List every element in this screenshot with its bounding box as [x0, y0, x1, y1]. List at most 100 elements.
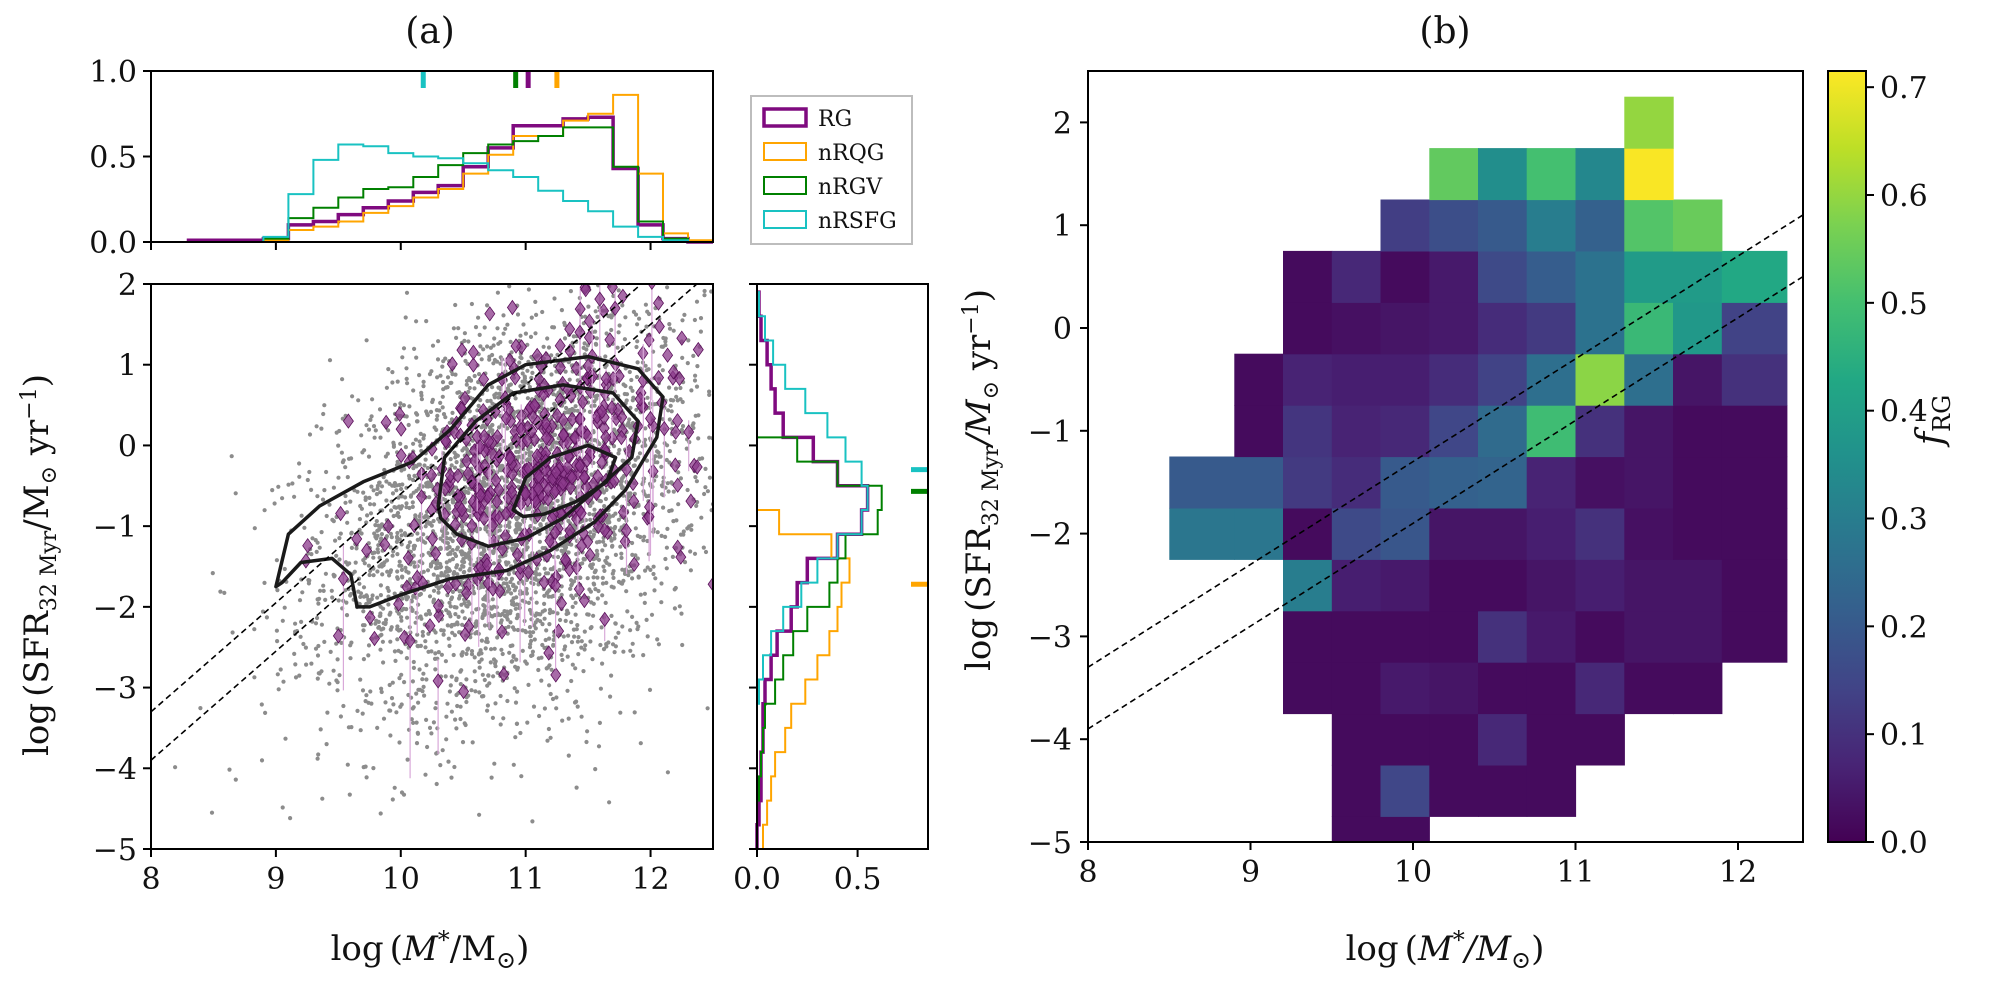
background-point: [452, 570, 457, 575]
background-point: [404, 656, 409, 661]
b-xtick-label: 8: [1078, 855, 1097, 890]
background-point: [392, 785, 397, 790]
background-point: [408, 494, 413, 499]
background-point: [361, 585, 367, 590]
background-point: [405, 757, 410, 762]
background-point: [605, 555, 610, 560]
heatmap-cell: [1331, 662, 1382, 715]
background-point: [447, 491, 452, 496]
background-point: [589, 625, 594, 630]
heatmap-cell: [1721, 507, 1788, 560]
heatmap-cell: [1429, 507, 1479, 560]
heatmap-cell: [1721, 610, 1788, 663]
background-point: [477, 665, 482, 670]
right-hist-nRGV: [756, 292, 883, 849]
heatmap-cell: [1429, 199, 1479, 252]
rg-point: [494, 583, 506, 599]
background-point: [689, 388, 694, 393]
background-point: [343, 560, 348, 565]
background-point: [620, 485, 625, 490]
background-point: [722, 493, 726, 497]
background-point: [451, 652, 456, 658]
background-point: [507, 587, 512, 592]
background-point: [411, 388, 416, 393]
rg-points: [300, 284, 713, 779]
background-point: [643, 363, 648, 368]
background-point: [616, 330, 621, 335]
background-point: [644, 324, 649, 329]
background-point: [613, 644, 619, 649]
background-point: [369, 597, 374, 602]
background-point: [672, 439, 677, 445]
background-point: [593, 309, 598, 314]
background-point: [436, 339, 441, 344]
background-point: [665, 770, 671, 775]
background-point: [543, 571, 549, 576]
background-point: [692, 263, 696, 267]
background-point: [405, 381, 410, 386]
background-point: [663, 534, 668, 540]
background-point: [528, 524, 533, 529]
background-point: [315, 494, 320, 499]
background-point: [424, 484, 429, 489]
background-point: [672, 606, 678, 611]
background-point: [396, 648, 401, 653]
background-point: [498, 340, 503, 345]
background-point: [233, 777, 238, 782]
background-point: [665, 443, 670, 448]
heatmap-cell: [1331, 764, 1382, 817]
background-point: [644, 617, 649, 623]
background-point: [626, 494, 631, 499]
background-point: [372, 502, 377, 507]
background-point: [651, 564, 656, 569]
background-point: [316, 601, 321, 606]
background-point: [364, 775, 369, 780]
background-point: [473, 689, 478, 694]
background-point: [495, 635, 500, 640]
background-point: [394, 488, 399, 493]
heatmap-cell: [1478, 250, 1528, 303]
background-point: [797, 373, 801, 377]
rg-point: [566, 411, 578, 427]
background-point: [587, 587, 592, 592]
rg-point: [335, 505, 347, 522]
background-point: [378, 583, 383, 588]
background-point: [433, 630, 438, 635]
background-point: [454, 460, 459, 465]
rg-point: [556, 595, 567, 612]
background-point: [518, 384, 523, 389]
background-point: [551, 637, 556, 643]
background-point: [532, 277, 536, 281]
background-point: [371, 555, 376, 560]
background-point: [338, 531, 343, 536]
background-point: [375, 569, 380, 574]
background-point: [458, 567, 463, 572]
background-point: [482, 607, 487, 613]
background-point: [441, 632, 446, 637]
heatmap-cell: [1283, 507, 1333, 560]
background-point: [349, 545, 354, 551]
background-point: [280, 496, 285, 501]
background-point: [549, 372, 554, 377]
background-point: [667, 322, 672, 327]
background-point: [580, 561, 585, 566]
background-point: [402, 531, 407, 536]
background-point: [390, 553, 395, 558]
b-ytick-label: 0: [1053, 312, 1072, 347]
background-point: [623, 315, 628, 320]
rg-point: [533, 481, 544, 497]
background-point: [591, 575, 596, 580]
background-point: [391, 513, 396, 519]
background-point: [630, 552, 635, 558]
background-point: [411, 705, 416, 710]
background-point: [537, 572, 542, 577]
background-point: [404, 505, 409, 510]
heatmap-cell: [1429, 456, 1479, 509]
rg-point: [424, 618, 436, 634]
background-point: [602, 504, 607, 509]
background-point: [358, 591, 364, 596]
background-point: [666, 489, 671, 494]
background-point: [529, 268, 533, 272]
background-point: [477, 332, 482, 337]
